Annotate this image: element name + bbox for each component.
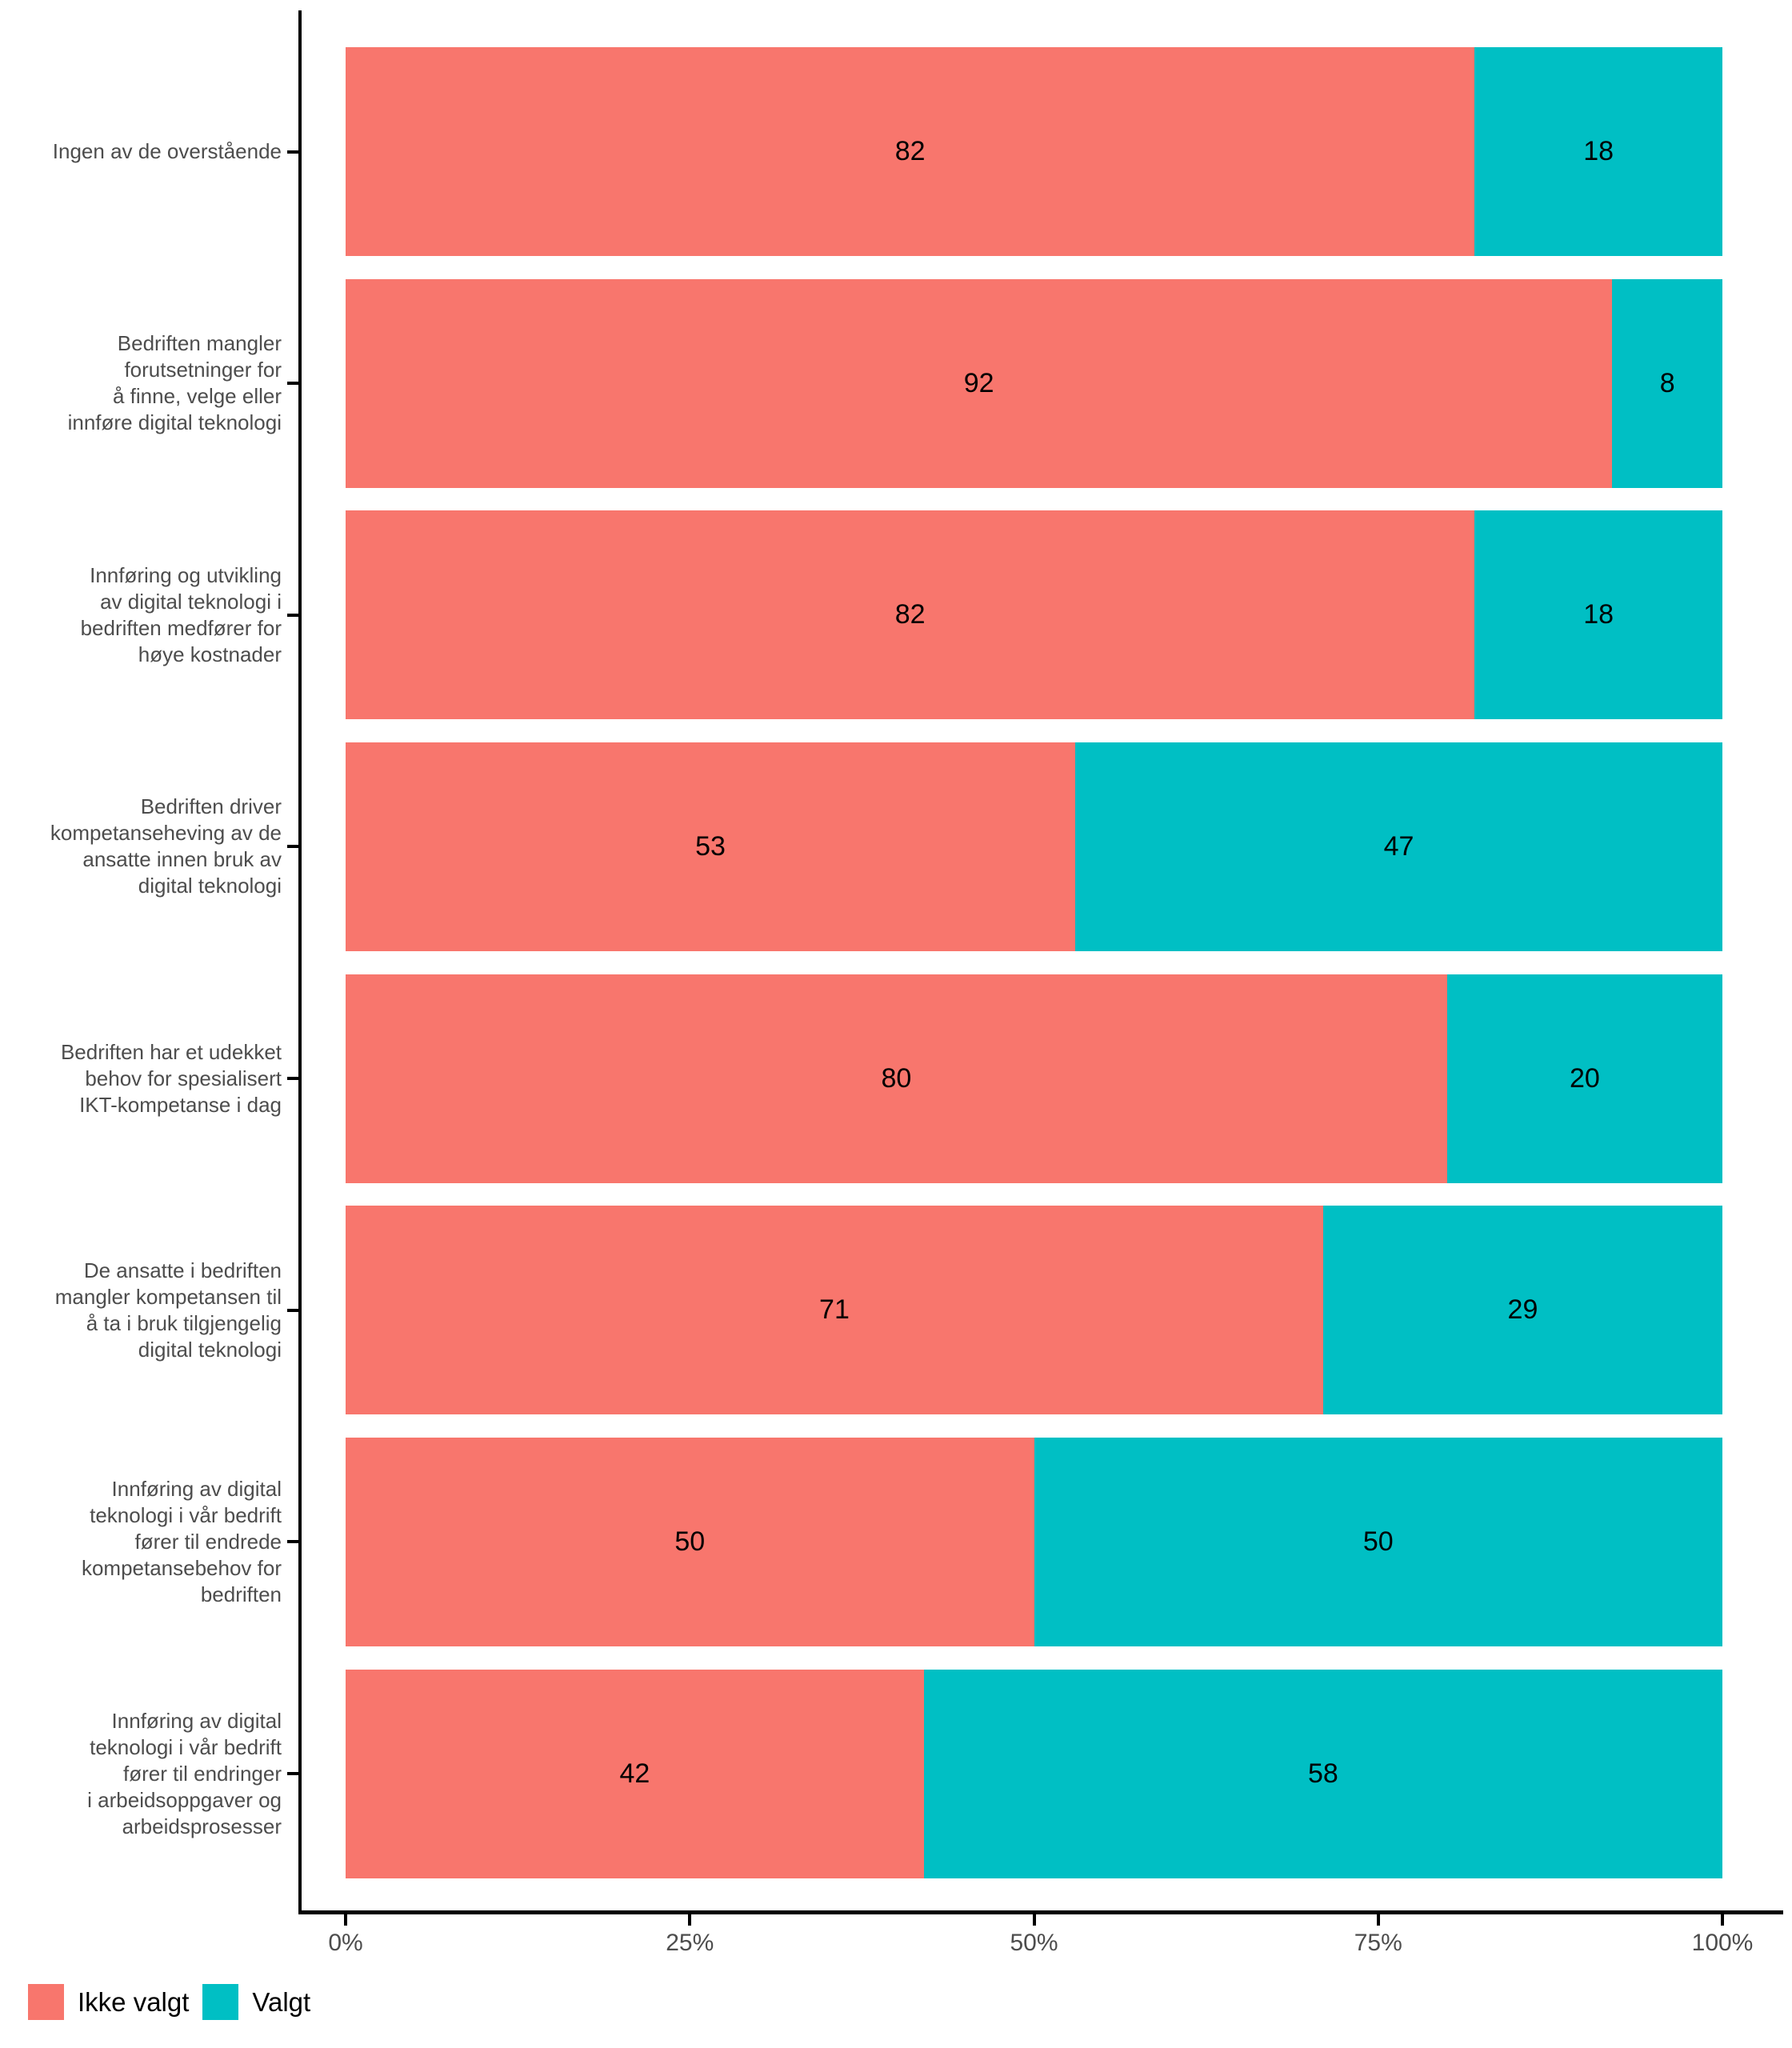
bar-segment-valgt: 47 <box>1075 742 1722 951</box>
x-axis-tick-label: 25% <box>666 1930 714 1956</box>
bar-segment-valgt: 18 <box>1474 47 1722 256</box>
y-axis-tick <box>287 382 298 386</box>
bar-row: 42 58 <box>346 1669 1722 1878</box>
legend: Ikke valgt Valgt <box>28 1984 310 2020</box>
bar-segment-ikke-valgt: 42 <box>346 1669 924 1878</box>
legend-swatch <box>28 1984 64 2020</box>
bar-segment-ikke-valgt: 82 <box>346 510 1475 720</box>
category-label: Bedriften har et udekket behov for spesi… <box>60 1039 282 1117</box>
category-label: Ingen av de overstående <box>52 139 282 163</box>
bar-row: 92 8 <box>346 278 1722 488</box>
x-axis-tick <box>1376 1914 1380 1926</box>
y-axis-tick <box>287 1077 298 1081</box>
bar-row: 53 47 <box>346 742 1722 951</box>
y-axis-tick <box>287 613 298 617</box>
category-label: Innføring av digital teknologi i vår bed… <box>81 1476 282 1606</box>
bar-segment-ikke-valgt: 53 <box>346 742 1076 951</box>
legend-label: Valgt <box>252 1986 311 2017</box>
x-axis-tick-label: 75% <box>1354 1930 1402 1956</box>
x-axis-tick <box>344 1914 347 1926</box>
bar-segment-ikke-valgt: 92 <box>346 278 1613 488</box>
bar-row: 50 50 <box>346 1437 1722 1646</box>
category-label: De ansatte i bedriften mangler kompetans… <box>54 1258 282 1362</box>
bar-segment-valgt: 18 <box>1474 510 1722 720</box>
bar-segment-valgt: 8 <box>1612 278 1722 488</box>
x-axis-tick <box>1721 1914 1724 1926</box>
y-axis-tick <box>287 1308 298 1312</box>
bar-row: 82 18 <box>346 47 1722 256</box>
bar-row: 71 29 <box>346 1206 1722 1415</box>
category-label: Innføring av digital teknologi i vår bed… <box>87 1708 282 1838</box>
bar-segment-ikke-valgt: 82 <box>346 47 1475 256</box>
legend-label: Ikke valgt <box>78 1986 190 2017</box>
legend-swatch <box>202 1984 239 2020</box>
y-axis-tick <box>287 1772 298 1776</box>
y-axis-line <box>298 10 302 1914</box>
bar-segment-valgt: 20 <box>1446 974 1722 1183</box>
bar-segment-ikke-valgt: 71 <box>346 1206 1323 1415</box>
y-axis-tick <box>287 845 298 849</box>
bar-segment-ikke-valgt: 50 <box>346 1437 1034 1646</box>
x-axis-tick <box>688 1914 692 1926</box>
bar-segment-valgt: 58 <box>923 1669 1722 1878</box>
category-label: Bedriften driver kompetanseheving av de … <box>50 794 282 898</box>
x-axis-line <box>298 1910 1783 1914</box>
category-label: Bedriften mangler forutsetninger for å f… <box>67 331 282 435</box>
category-label: Innføring og utvikling av digital teknol… <box>80 562 282 666</box>
legend-item: Ikke valgt <box>28 1984 189 2020</box>
bar-segment-valgt: 50 <box>1034 1437 1722 1646</box>
bar-row: 82 18 <box>346 510 1722 720</box>
x-axis-tick-label: 0% <box>328 1930 363 1956</box>
bar-segment-valgt: 29 <box>1322 1206 1722 1415</box>
x-axis-tick-label: 50% <box>1010 1930 1058 1956</box>
bar-segment-ikke-valgt: 80 <box>346 974 1447 1183</box>
bar-row: 80 20 <box>346 974 1722 1183</box>
x-axis-tick-label: 100% <box>1691 1930 1754 1956</box>
y-axis-tick <box>287 1540 298 1544</box>
legend-item: Valgt <box>202 1984 310 2020</box>
x-axis-tick <box>1032 1914 1036 1926</box>
y-axis-tick <box>287 150 298 154</box>
